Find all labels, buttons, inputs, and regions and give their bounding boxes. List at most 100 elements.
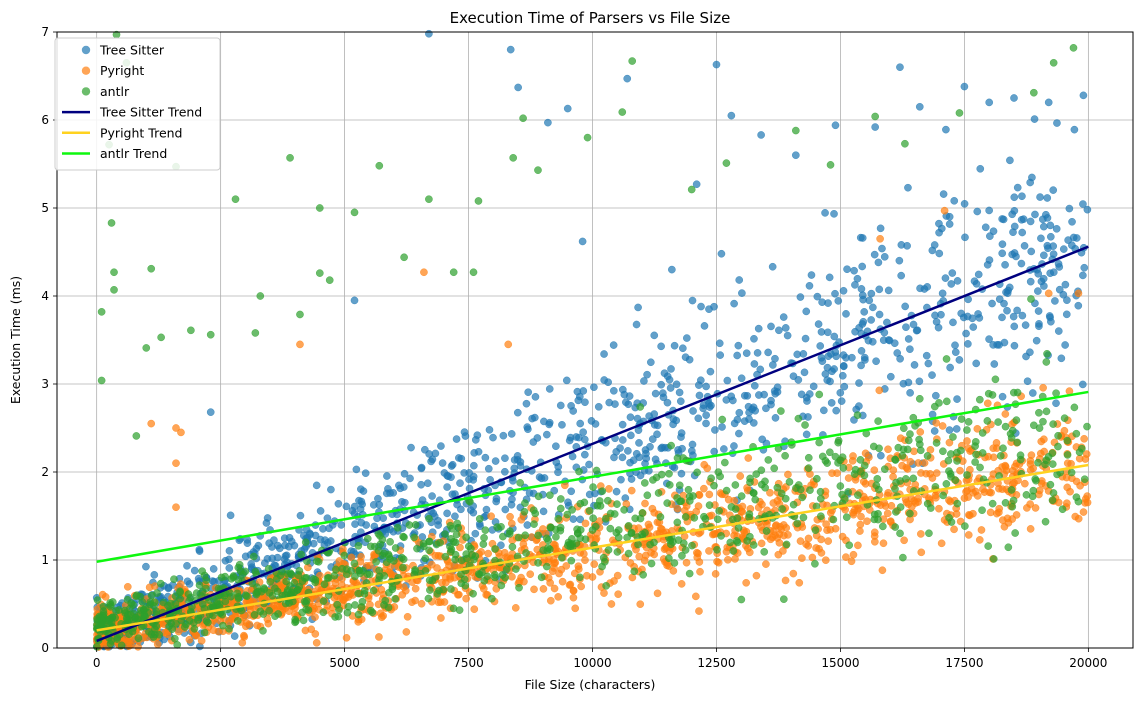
point-pyright xyxy=(798,554,806,562)
point-pyright xyxy=(766,488,774,497)
point-tree-sitter xyxy=(581,398,589,407)
point-pyright xyxy=(736,472,745,480)
point-antlr xyxy=(202,576,211,585)
point-antlr xyxy=(789,500,798,509)
point-tree-sitter xyxy=(1018,311,1027,320)
point-tree-sitter xyxy=(832,406,841,415)
point-antlr xyxy=(647,559,656,568)
point-tree-sitter xyxy=(858,291,867,300)
point-antlr xyxy=(880,465,889,474)
point-pyright xyxy=(789,569,798,578)
point-tree-sitter xyxy=(890,339,899,348)
point-antlr xyxy=(939,447,947,456)
point-pyright xyxy=(650,550,659,559)
point-pyright xyxy=(804,542,813,550)
point-tree-sitter xyxy=(545,420,554,429)
point-tree-sitter xyxy=(556,401,565,410)
point-tree-sitter xyxy=(733,351,742,360)
point-antlr xyxy=(604,546,613,554)
point-pyright xyxy=(703,464,712,473)
point-antlr xyxy=(378,535,387,544)
point-tree-sitter xyxy=(945,426,954,434)
point-tree-sitter xyxy=(657,380,666,389)
point-pyright xyxy=(291,604,299,612)
point-antlr xyxy=(368,608,377,617)
point-antlr xyxy=(436,538,445,547)
point-tree-sitter xyxy=(706,367,715,376)
point-tree-sitter xyxy=(935,249,944,258)
point-pyright xyxy=(983,399,992,408)
point-tree-sitter xyxy=(843,265,851,274)
y-tick-label: 7 xyxy=(41,25,49,39)
point-tree-sitter xyxy=(327,485,335,494)
point-tree-sitter xyxy=(544,118,552,127)
point-tree-sitter xyxy=(801,334,810,343)
point-antlr xyxy=(1049,489,1058,497)
point-tree-sitter xyxy=(369,501,378,509)
point-pyright xyxy=(781,576,790,585)
point-tree-sitter xyxy=(617,475,625,484)
point-tree-sitter xyxy=(389,488,398,497)
point-tree-sitter xyxy=(906,345,914,354)
point-tree-sitter xyxy=(1028,173,1036,182)
point-antlr xyxy=(1049,420,1058,428)
point-antlr xyxy=(1013,388,1022,397)
point-tree-sitter xyxy=(1018,192,1026,201)
point-antlr xyxy=(354,541,363,550)
point-tree-sitter xyxy=(1049,242,1058,251)
point-tree-sitter xyxy=(819,406,828,415)
point-tree-sitter xyxy=(209,565,218,573)
point-antlr xyxy=(576,534,585,542)
point-tree-sitter xyxy=(1031,210,1039,219)
point-antlr xyxy=(122,614,131,623)
point-pyright xyxy=(940,206,949,215)
point-antlr xyxy=(195,581,204,590)
point-tree-sitter xyxy=(875,310,884,319)
point-antlr xyxy=(108,598,117,606)
point-tree-sitter xyxy=(705,399,713,408)
point-antlr xyxy=(734,523,743,532)
point-tree-sitter xyxy=(809,382,818,391)
point-antlr xyxy=(870,515,879,524)
point-antlr xyxy=(1007,433,1016,442)
point-antlr xyxy=(636,403,645,411)
point-tree-sitter xyxy=(501,454,509,463)
point-tree-sitter xyxy=(913,326,922,335)
point-antlr xyxy=(947,518,956,526)
x-tick-label: 20000 xyxy=(1069,656,1107,670)
point-antlr xyxy=(816,487,825,496)
point-antlr xyxy=(170,575,178,584)
point-pyright xyxy=(856,520,865,529)
point-tree-sitter xyxy=(357,497,366,506)
point-antlr xyxy=(745,510,754,518)
point-antlr xyxy=(860,461,869,470)
point-tree-sitter xyxy=(558,420,566,429)
point-antlr xyxy=(474,570,483,578)
point-tree-sitter xyxy=(352,465,361,474)
point-tree-sitter xyxy=(677,469,686,478)
point-tree-sitter xyxy=(666,384,675,392)
point-pyright xyxy=(403,612,412,621)
point-antlr xyxy=(796,485,805,494)
point-antlr xyxy=(777,489,786,498)
point-pyright xyxy=(884,445,892,454)
point-tree-sitter xyxy=(195,545,204,554)
point-tree-sitter xyxy=(857,347,866,355)
point-tree-sitter xyxy=(230,632,239,640)
point-pyright xyxy=(357,552,365,561)
point-tree-sitter xyxy=(850,266,858,275)
point-antlr xyxy=(405,521,414,529)
point-antlr xyxy=(499,532,507,541)
point-antlr xyxy=(749,489,758,497)
point-tree-sitter xyxy=(513,408,522,417)
point-tree-sitter xyxy=(1034,269,1043,278)
point-pyright xyxy=(408,598,416,607)
point-antlr xyxy=(1072,493,1081,502)
point-tree-sitter xyxy=(750,334,758,343)
point-antlr xyxy=(106,639,115,648)
point-antlr xyxy=(1028,492,1037,501)
point-tree-sitter xyxy=(876,224,885,233)
point-antlr xyxy=(627,528,636,537)
point-antlr xyxy=(791,126,800,135)
point-antlr xyxy=(386,537,394,546)
